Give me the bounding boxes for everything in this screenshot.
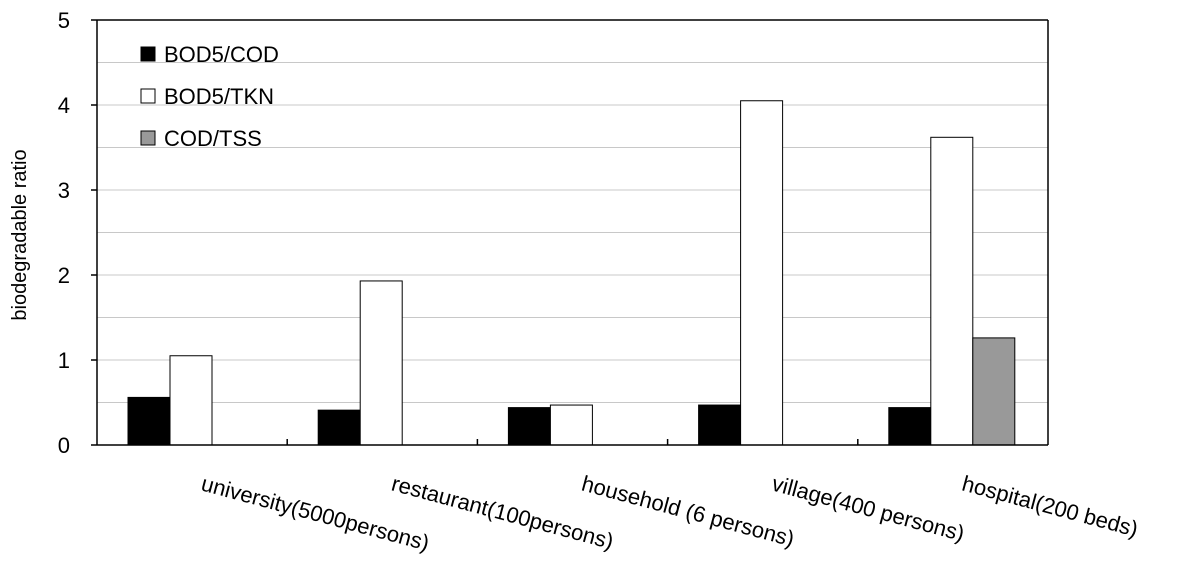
legend-swatch <box>140 46 156 62</box>
y-tick-label: 2 <box>58 263 70 288</box>
x-category-label: hospital(200 beds) <box>960 471 1141 542</box>
bar <box>507 407 551 446</box>
legend-swatch <box>140 88 156 104</box>
bars <box>127 100 1016 446</box>
y-tick-labels: 0 1 2 3 4 5 <box>58 8 70 458</box>
bar <box>740 100 784 446</box>
bar <box>888 407 932 446</box>
y-axis-title: biodegradable ratio <box>9 149 31 320</box>
bar <box>359 280 403 446</box>
x-category-labels: university(5000persons)restaurant(100per… <box>199 471 1141 556</box>
y-tick-label: 5 <box>58 8 70 33</box>
y-tick-label: 1 <box>58 348 70 373</box>
bar <box>972 337 1016 446</box>
y-tick-label: 3 <box>58 178 70 203</box>
gridlines <box>97 62 1048 403</box>
x-category-label: village(400 persons) <box>769 471 967 546</box>
legend-label: BOD5/TKN <box>164 84 274 109</box>
legend: BOD5/COD BOD5/TKN COD/TSS <box>140 42 279 151</box>
bar <box>317 409 361 446</box>
bar <box>930 136 974 446</box>
legend-label: COD/TSS <box>164 126 262 151</box>
bar <box>169 355 213 446</box>
axes <box>91 19 1049 446</box>
legend-swatch <box>140 130 156 146</box>
legend-label: BOD5/COD <box>164 42 279 67</box>
bar <box>698 404 742 446</box>
y-tick-label: 0 <box>58 433 70 458</box>
y-tick-label: 4 <box>58 93 70 118</box>
bar <box>127 396 171 446</box>
bar <box>549 404 593 446</box>
